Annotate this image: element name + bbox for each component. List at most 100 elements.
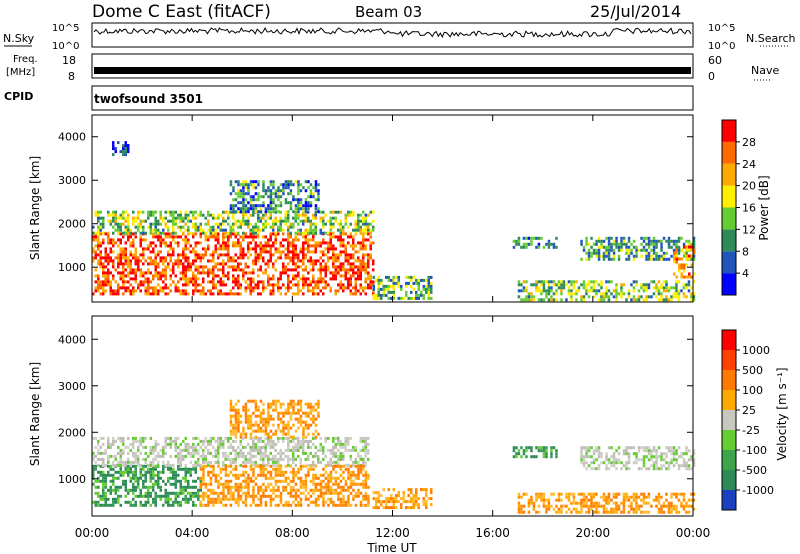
- heatmap-cell: [560, 498, 563, 502]
- heatmap-cell: [665, 455, 668, 459]
- heatmap-cell: [252, 180, 255, 184]
- heatmap-cell: [314, 210, 317, 214]
- heatmap-cell: [154, 491, 157, 495]
- heatmap-cell: [237, 283, 240, 287]
- heatmap-cell: [317, 494, 320, 498]
- heatmap-cell: [615, 461, 618, 465]
- heatmap-cell: [252, 467, 255, 471]
- heatmap-cell: [117, 470, 120, 474]
- heatmap-cell: [362, 222, 365, 226]
- heatmap-cell: [352, 497, 355, 501]
- colorbar-swatch: [722, 273, 736, 295]
- heatmap-cell: [169, 470, 172, 474]
- heatmap-cell: [274, 405, 278, 409]
- heatmap-cell: [102, 494, 105, 498]
- heatmap-cell: [405, 293, 408, 297]
- heatmap-cell: [269, 235, 272, 239]
- heatmap-cell: [332, 271, 335, 275]
- heatmap-cell: [102, 286, 105, 290]
- heatmap-cell: [232, 439, 235, 443]
- heatmap-cell: [322, 448, 325, 452]
- heatmap-cell: [212, 464, 215, 468]
- heatmap-cell: [99, 292, 102, 296]
- heatmap-cell: [237, 445, 240, 449]
- heatmap-cell: [157, 228, 160, 232]
- heatmap-cell: [525, 295, 528, 299]
- heatmap-cell: [129, 253, 132, 257]
- heatmap-cell: [189, 244, 192, 248]
- heatmap-cell: [392, 488, 395, 492]
- heatmap-cell: [274, 283, 277, 287]
- heatmap-cell: [119, 241, 122, 245]
- heatmap-cell: [259, 253, 262, 257]
- heatmap-cell: [252, 463, 255, 467]
- heatmap-cell: [132, 286, 135, 290]
- heatmap-cell: [202, 460, 205, 464]
- heatmap-cell: [169, 256, 172, 260]
- heatmap-cell: [262, 488, 265, 492]
- heatmap-cell: [284, 183, 288, 187]
- heatmap-cell: [600, 455, 603, 459]
- heatmap-cell: [312, 292, 315, 296]
- heatmap-cell: [620, 239, 623, 243]
- heatmap-cell: [227, 457, 230, 461]
- heatmap-cell: [257, 503, 260, 507]
- heatmap-cell: [254, 445, 257, 449]
- heatmap-cell: [642, 458, 646, 462]
- heatmap-cell: [292, 457, 295, 461]
- heatmap-cell: [595, 239, 598, 243]
- heatmap-cell: [169, 491, 172, 495]
- heatmap-cell: [269, 405, 273, 409]
- heatmap-cell: [164, 497, 167, 501]
- heatmap-cell: [527, 292, 531, 296]
- heatmap-cell: [269, 207, 273, 211]
- heatmap-cell: [332, 445, 335, 449]
- heatmap-cell: [194, 289, 197, 293]
- heatmap-cell: [665, 283, 668, 287]
- heatmap-cell: [214, 479, 218, 483]
- heatmap-cell: [122, 283, 125, 287]
- heatmap-cell: [364, 271, 367, 275]
- heatmap-cell: [627, 254, 631, 258]
- heatmap-cell: [292, 435, 295, 439]
- heatmap-cell: [252, 442, 255, 446]
- heatmap-cell: [112, 454, 115, 458]
- heatmap-cell: [677, 239, 681, 243]
- heatmap-cell: [94, 454, 97, 458]
- heatmap-cell: [395, 500, 398, 504]
- heatmap-cell: [154, 274, 157, 278]
- heatmap-cell: [182, 268, 185, 272]
- heatmap-cell: [425, 506, 428, 510]
- heatmap-cell: [682, 295, 686, 299]
- heatmap-cell: [254, 186, 258, 190]
- heatmap-cell: [349, 277, 352, 281]
- heatmap-cell: [540, 492, 543, 496]
- heatmap-cell: [122, 231, 125, 235]
- heatmap-cell: [673, 272, 676, 276]
- heatmap-cell: [187, 280, 190, 284]
- heatmap-cell: [219, 289, 222, 293]
- heatmap-cell: [152, 241, 155, 245]
- heatmap-cell: [259, 417, 263, 421]
- heatmap-cell: [167, 265, 170, 269]
- heatmap-cell: [169, 463, 172, 467]
- heatmap-cell: [184, 467, 187, 471]
- heatmap-cell: [217, 473, 220, 477]
- heatmap-cell: [194, 503, 197, 507]
- heatmap-cell: [124, 141, 127, 145]
- heatmap-cell: [194, 283, 197, 287]
- heatmap-cell: [642, 286, 646, 290]
- heatmap-cell: [282, 411, 285, 415]
- heatmap-cell: [327, 488, 330, 492]
- heatmap-cell: [149, 448, 152, 452]
- heatmap-cell: [229, 451, 232, 455]
- heatmap-cell: [294, 207, 298, 211]
- heatmap-cell: [222, 238, 225, 242]
- figure-title: Dome C East (fitACF): [92, 2, 271, 22]
- heatmap-cell: [294, 180, 298, 184]
- heatmap-cell: [580, 510, 583, 514]
- heatmap-cell: [650, 452, 653, 456]
- heatmap-cell: [172, 500, 175, 504]
- heatmap-cell: [182, 274, 185, 278]
- heatmap-cell: [247, 488, 250, 492]
